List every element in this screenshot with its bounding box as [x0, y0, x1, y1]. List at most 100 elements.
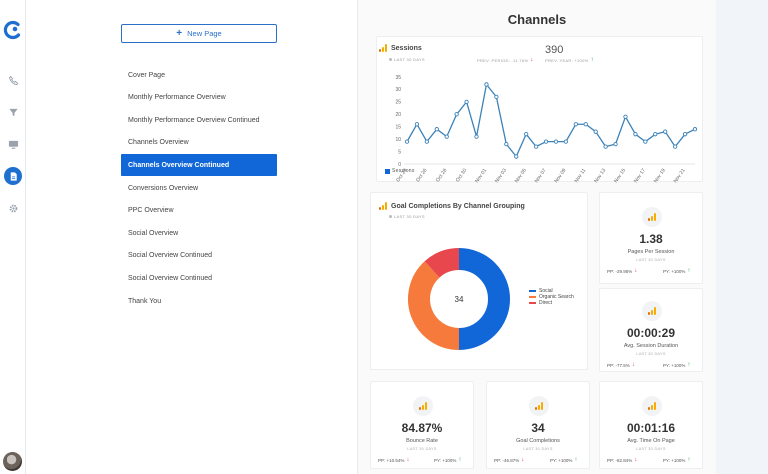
data-point	[514, 154, 519, 159]
page-item[interactable]: Monthly Performance Overview	[128, 94, 226, 102]
donut-center-value: 34	[455, 295, 464, 304]
pages-per-session-card[interactable]: 1.38 Pages Per Session LAST 30 DAYS PP: -29…	[599, 192, 703, 284]
x-tick-label: Nov 09	[554, 168, 568, 183]
data-point	[504, 141, 509, 147]
kpi-value: 1.38	[639, 232, 663, 246]
plus-icon: +	[176, 27, 183, 39]
page-item[interactable]: Thank You	[128, 297, 162, 305]
x-tick-label: Nov 01	[474, 168, 488, 183]
kpi-name: Avg. Time On Page	[627, 438, 675, 444]
y-tick-label: 15	[395, 125, 401, 131]
page-item[interactable]: Social Overview	[128, 229, 179, 237]
sessions-total: 390	[545, 44, 564, 56]
kpi-period: LAST 30 DAYS	[523, 447, 553, 451]
donut-slice[interactable]	[458, 248, 510, 350]
filter-icon[interactable]	[4, 103, 22, 121]
new-page-label: New Page	[187, 29, 222, 38]
kpi-name: Pages Per Session	[627, 249, 675, 255]
sessions-prev-year: PREV. YEAR: +100% ↑	[545, 57, 594, 63]
kpi-name: Goal Completions	[516, 438, 560, 444]
bounce-rate-card[interactable]: 84.87% Bounce Rate LAST 30 DAYS PP: +10.54%…	[370, 381, 474, 469]
legend-swatch	[529, 290, 536, 292]
analytics-icon	[642, 396, 662, 416]
y-tick-label: 20	[395, 112, 401, 118]
analytics-icon	[529, 396, 549, 416]
kpi-value: 00:01:16	[626, 421, 676, 435]
goal-completions-donut: 34	[408, 248, 510, 350]
data-point	[643, 139, 648, 144]
data-point	[444, 134, 449, 139]
page-item[interactable]: Monthly Performance Overview Continued	[128, 116, 260, 124]
document-icon[interactable]	[4, 167, 22, 185]
kpi-name: Bounce Rate	[406, 438, 438, 444]
data-point	[663, 129, 668, 134]
kpi-prev-period: PP: -77.5% ↓	[607, 362, 635, 368]
data-point	[603, 144, 608, 149]
gear-icon[interactable]	[4, 199, 22, 217]
legend-label: Social	[539, 288, 553, 294]
page-item[interactable]: Social Overview Continued	[128, 252, 213, 260]
data-point	[454, 112, 459, 117]
page-item[interactable]: Cover Page	[128, 71, 165, 79]
page-item[interactable]: Conversions Overview	[128, 184, 199, 192]
x-tick-label: Nov 03	[494, 168, 508, 183]
x-tick-label: Nov 05	[514, 168, 528, 183]
data-point	[524, 132, 529, 137]
x-tick-label: Oct 26	[415, 168, 428, 183]
data-point	[623, 114, 628, 119]
goal-completions-card[interactable]: Goal Completions By Channel Grouping LAS…	[370, 192, 588, 370]
icon-rail	[0, 0, 26, 474]
avg-time-on-page-card[interactable]: 00:01:16 Avg. Time On Page LAST 30 DAYS PP:…	[599, 381, 703, 469]
legend-swatch	[529, 302, 536, 304]
legend-swatch	[385, 168, 390, 174]
new-page-button[interactable]: + New Page	[121, 24, 277, 43]
y-tick-label: 25	[395, 100, 401, 106]
page-item[interactable]: Channels Overview Continued	[121, 154, 277, 177]
data-point	[593, 129, 598, 134]
legend-item: Social	[529, 288, 553, 294]
avatar[interactable]	[3, 452, 22, 471]
page-item[interactable]: Social Overview Continued	[128, 274, 213, 282]
kpi-name: Avg. Session Duration	[623, 343, 679, 349]
data-point	[573, 122, 578, 127]
y-tick-label: 35	[395, 75, 401, 81]
donut-slice[interactable]	[424, 248, 460, 278]
page-title: Channels	[507, 12, 567, 27]
sessions-legend: Sessions	[385, 168, 415, 174]
page-item[interactable]: PPC Overview	[128, 207, 174, 215]
kpi-prev-period: PP: -29.95% ↓	[607, 268, 638, 274]
avg-session-duration-card[interactable]: 00:00:29 Avg. Session Duration LAST 30 DAY…	[599, 288, 703, 372]
sessions-prev-period: PREV. PERIOD: -11.76% ↓	[477, 57, 534, 63]
sessions-card[interactable]: Sessions LAST 30 DAYS 390 PREV. PERIOD: …	[376, 36, 703, 183]
analytics-icon	[379, 44, 387, 52]
x-tick-label: Nov 13	[593, 168, 607, 183]
data-point	[494, 94, 499, 100]
kpi-prev-year: PY: +100% ↑	[434, 457, 462, 463]
kpi-period: LAST 30 DAYS	[636, 258, 666, 262]
page-item[interactable]: Channels Overview	[128, 139, 189, 147]
kpi-prev-year: PY: +100% ↑	[663, 362, 691, 368]
data-point	[434, 127, 439, 132]
data-point	[414, 122, 420, 127]
data-point	[484, 82, 489, 87]
data-point	[692, 127, 698, 132]
legend-label: Organic Search	[539, 294, 574, 300]
y-tick-label: 30	[395, 87, 401, 93]
data-point	[682, 132, 688, 137]
phone-icon[interactable]	[4, 71, 22, 89]
calendar-icon	[389, 58, 392, 61]
legend-item: Organic Search	[529, 294, 574, 300]
kpi-value: 34	[531, 421, 545, 435]
goal-completions-kpi-card[interactable]: 34 Goal Completions LAST 30 DAYS PP: -46.87…	[486, 381, 590, 469]
kpi-prev-period: PP: -82.84% ↓	[607, 457, 638, 463]
monitor-icon[interactable]	[4, 135, 22, 153]
data-point	[563, 139, 569, 144]
donut-slice[interactable]	[408, 261, 460, 350]
x-tick-label: Nov 21	[673, 168, 687, 183]
kpi-prev-period: PP: -46.87% ↓	[494, 457, 525, 463]
data-point	[583, 122, 588, 127]
logo-icon[interactable]	[3, 20, 23, 40]
sessions-title: Sessions	[391, 44, 422, 52]
sessions-period: LAST 30 DAYS	[389, 57, 425, 62]
